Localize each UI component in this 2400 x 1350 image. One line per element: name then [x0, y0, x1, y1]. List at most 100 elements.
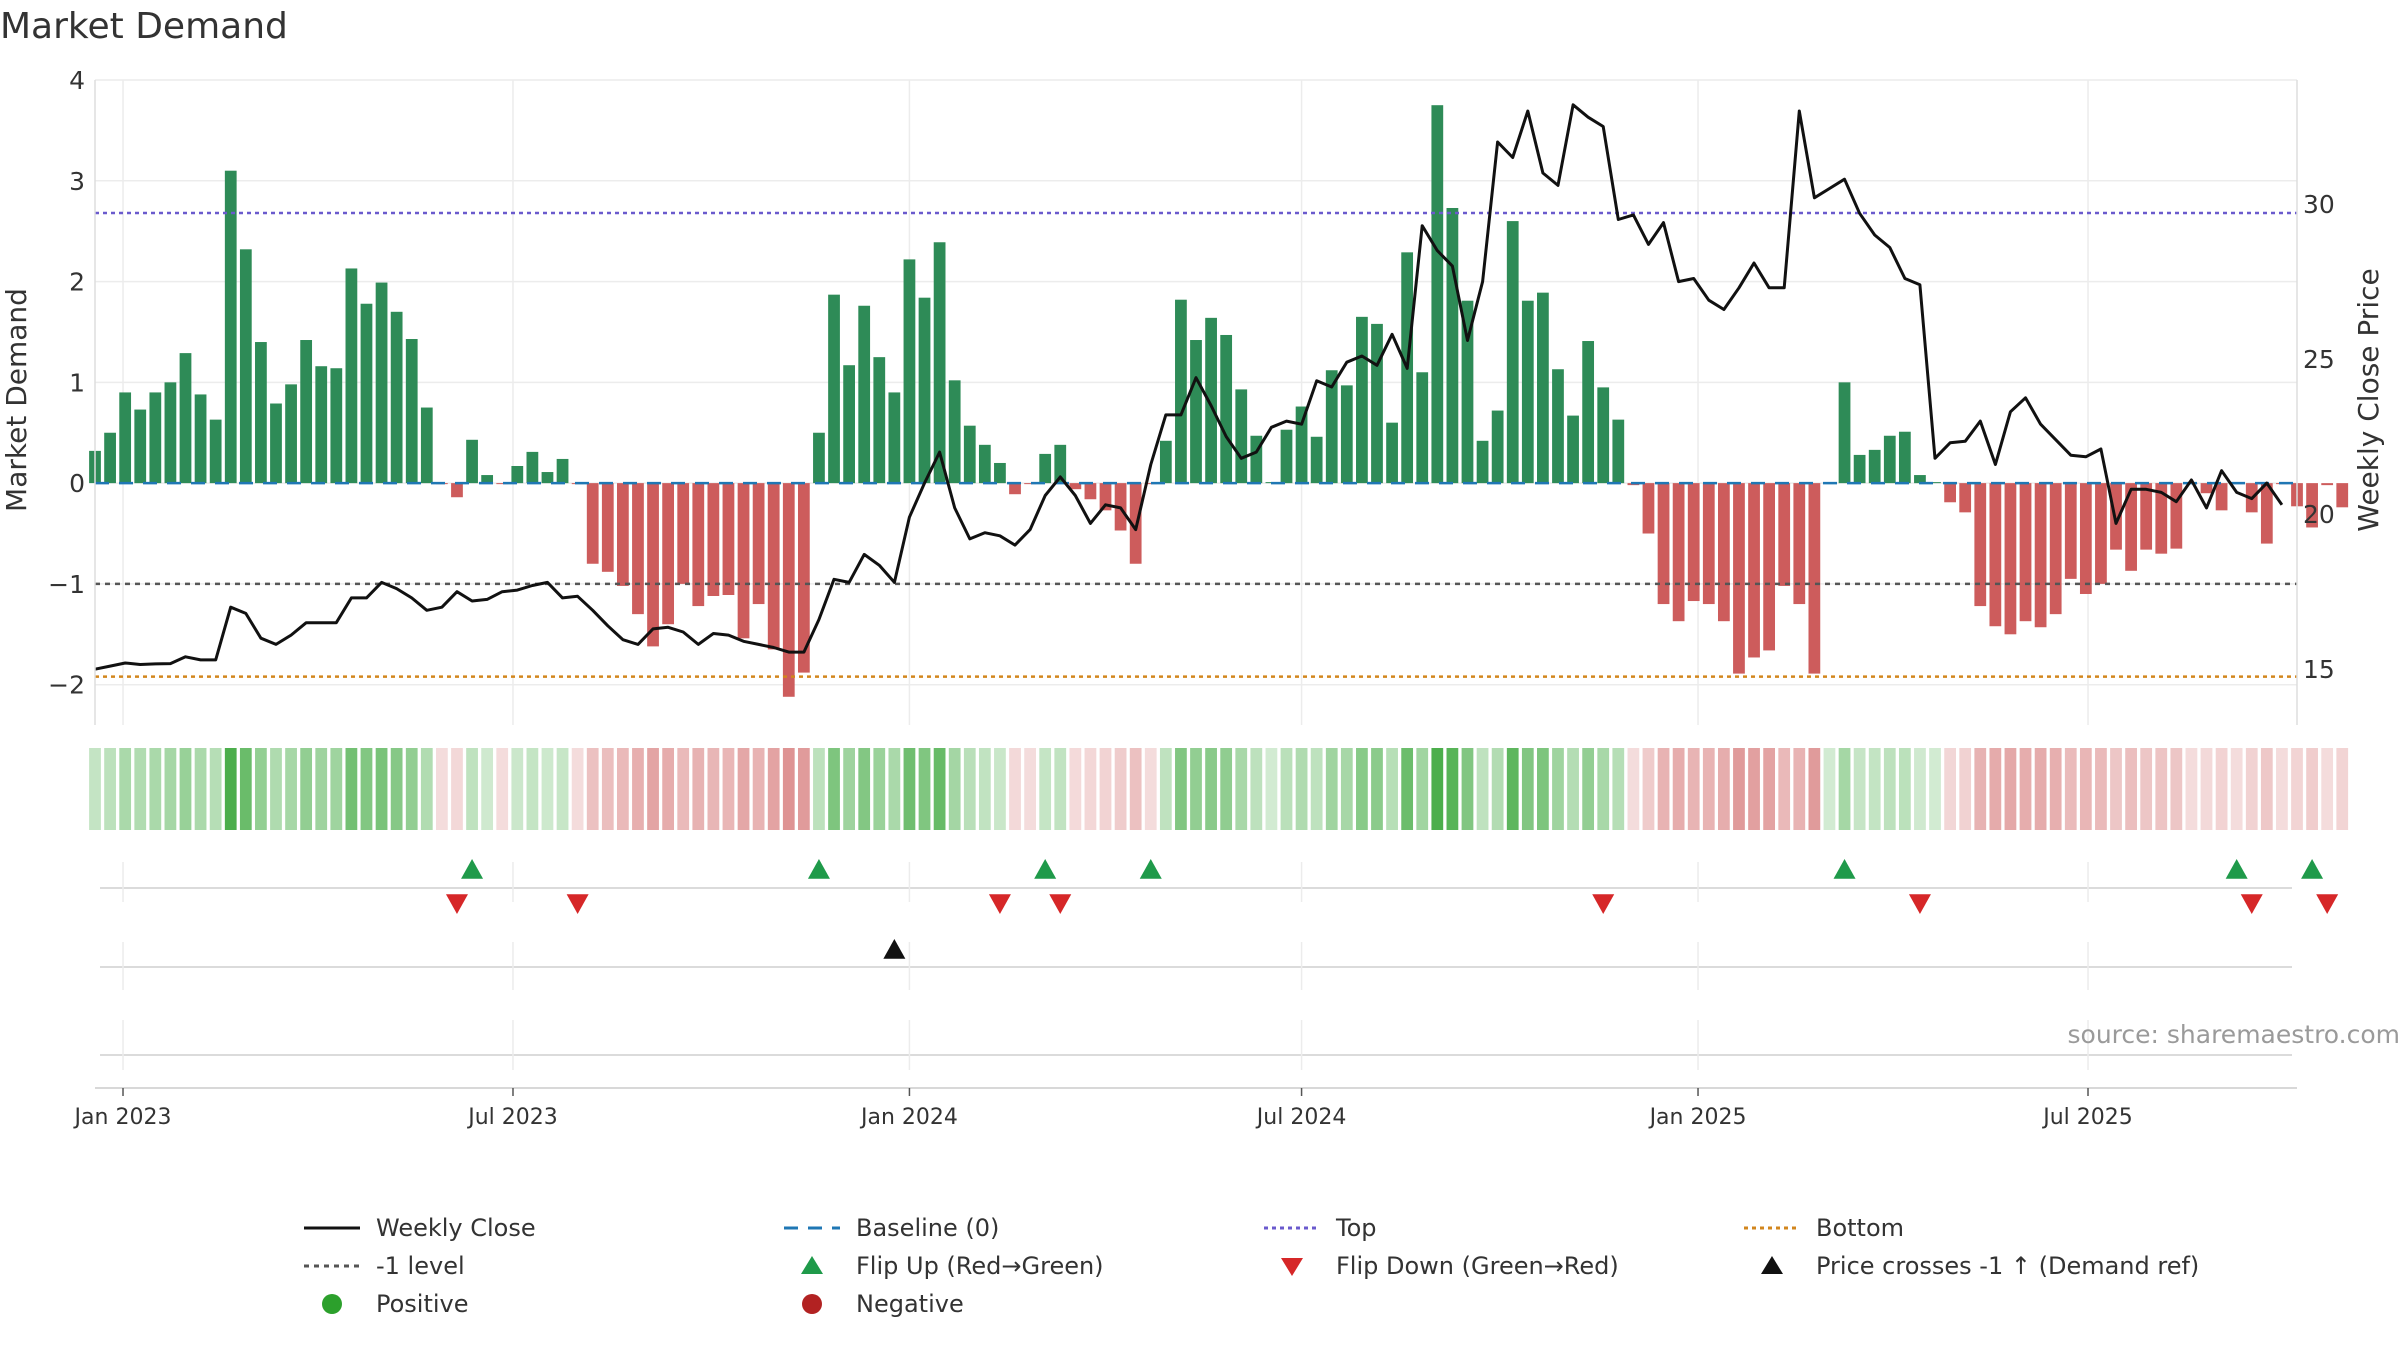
heat-cell	[1717, 748, 1730, 830]
heat-cell	[2155, 748, 2168, 830]
legend-top: Top	[1260, 1210, 1377, 1246]
heat-cell	[918, 748, 931, 830]
x-tick-label: Jan 2025	[1648, 1105, 1747, 1130]
heat-cell	[89, 748, 101, 830]
heat-cell	[1446, 748, 1459, 830]
heat-cell	[677, 748, 690, 830]
flip-down-marker	[1592, 894, 1615, 914]
legend-weekly-close-swatch	[304, 1226, 360, 1230]
heat-cell	[1506, 748, 1519, 830]
demand-bar	[2321, 483, 2334, 486]
legend-bottom: Bottom	[1740, 1210, 1904, 1246]
demand-bar	[918, 297, 931, 484]
heat-cell	[179, 748, 192, 830]
heat-cell	[451, 748, 463, 830]
heat-cell	[647, 748, 659, 830]
heat-cell	[496, 748, 509, 830]
heat-cell	[285, 748, 297, 830]
heat-cell	[2200, 748, 2213, 830]
heat-cell	[556, 748, 569, 830]
heat-cell	[1567, 748, 1579, 830]
demand-bar	[1371, 323, 1383, 484]
heat-cell	[481, 748, 494, 830]
demand-bar	[797, 483, 810, 673]
heat-cell	[1205, 748, 1217, 830]
heat-cell	[2079, 748, 2092, 830]
legend-negative: Negative	[780, 1286, 964, 1322]
y2-tick-label: 20	[2303, 500, 2335, 529]
demand-heat-strip	[89, 748, 2349, 830]
heat-cell	[1250, 748, 1263, 830]
heat-cell	[1838, 748, 1851, 830]
heat-cell	[149, 748, 162, 830]
demand-bar	[1552, 369, 1564, 484]
heat-cell	[948, 748, 961, 830]
heat-cell	[224, 748, 237, 830]
demand-bar	[330, 368, 343, 484]
demand-bar	[1808, 483, 1821, 674]
heat-cell	[1024, 748, 1036, 830]
demand-bar	[255, 342, 267, 484]
heat-cell	[1552, 748, 1564, 830]
demand-bar	[345, 268, 358, 484]
demand-bar	[556, 458, 569, 484]
heat-cell	[1235, 748, 1248, 830]
demand-bar	[948, 380, 961, 484]
heat-cell	[1763, 748, 1776, 830]
heat-cell	[2306, 748, 2318, 830]
legend-top-swatch	[1264, 1226, 1320, 1230]
y2-tick-label: 30	[2303, 190, 2335, 219]
heat-cell	[2064, 748, 2077, 830]
demand-bar	[466, 439, 478, 484]
heat-cell	[1009, 748, 1021, 830]
demand-bar	[2079, 483, 2092, 594]
y-tick-label: 2	[69, 268, 85, 297]
positive-dot-icon	[322, 1294, 342, 1314]
demand-bar	[1838, 382, 1851, 484]
demand-bar	[1476, 440, 1489, 484]
demand-bar	[722, 483, 735, 595]
heat-cell	[1175, 748, 1187, 830]
heat-cell	[1144, 748, 1157, 830]
heat-cell	[1748, 748, 1760, 830]
demand-bar	[1748, 483, 1760, 658]
heat-cell	[1702, 748, 1715, 830]
demand-bar	[390, 311, 403, 484]
heat-cell	[737, 748, 750, 830]
heat-cell	[345, 748, 358, 830]
legend-flip-down: Flip Down (Green→Red)	[1260, 1248, 1619, 1284]
flip-up-marker	[2301, 859, 2324, 879]
heat-cell	[1808, 748, 1821, 830]
demand-bar	[2019, 483, 2032, 622]
heat-cell	[1582, 748, 1595, 830]
demand-bar	[1069, 483, 1082, 490]
heat-cell	[994, 748, 1006, 830]
demand-bar	[209, 419, 222, 484]
heat-cell	[1431, 748, 1444, 830]
legend-minus-one-label: -1 level	[376, 1252, 465, 1280]
heat-cell	[978, 748, 991, 830]
demand-bar	[1491, 410, 1504, 484]
demand-bar	[405, 339, 418, 484]
heat-cell	[2230, 748, 2243, 830]
demand-bar	[1582, 341, 1595, 484]
heat-cell	[466, 748, 478, 830]
heat-cell	[1627, 748, 1640, 830]
flip-up-marker	[2225, 859, 2248, 879]
heat-cell	[1823, 748, 1836, 830]
demand-bar	[1974, 483, 1987, 607]
demand-bar	[1205, 317, 1217, 484]
flip-down-marker	[1908, 894, 1931, 914]
heat-cell	[2245, 748, 2258, 830]
demand-bar	[1702, 483, 1715, 605]
heat-cell	[873, 748, 886, 830]
heat-cell	[315, 748, 328, 830]
heat-cell	[1340, 748, 1353, 830]
demand-bar	[1175, 299, 1187, 484]
demand-bar	[1144, 483, 1157, 485]
demand-bar	[1868, 449, 1881, 484]
demand-bar	[511, 465, 524, 484]
legend-bottom-label: Bottom	[1816, 1214, 1905, 1242]
heat-cell	[1537, 748, 1549, 830]
heat-cell	[2110, 748, 2122, 830]
